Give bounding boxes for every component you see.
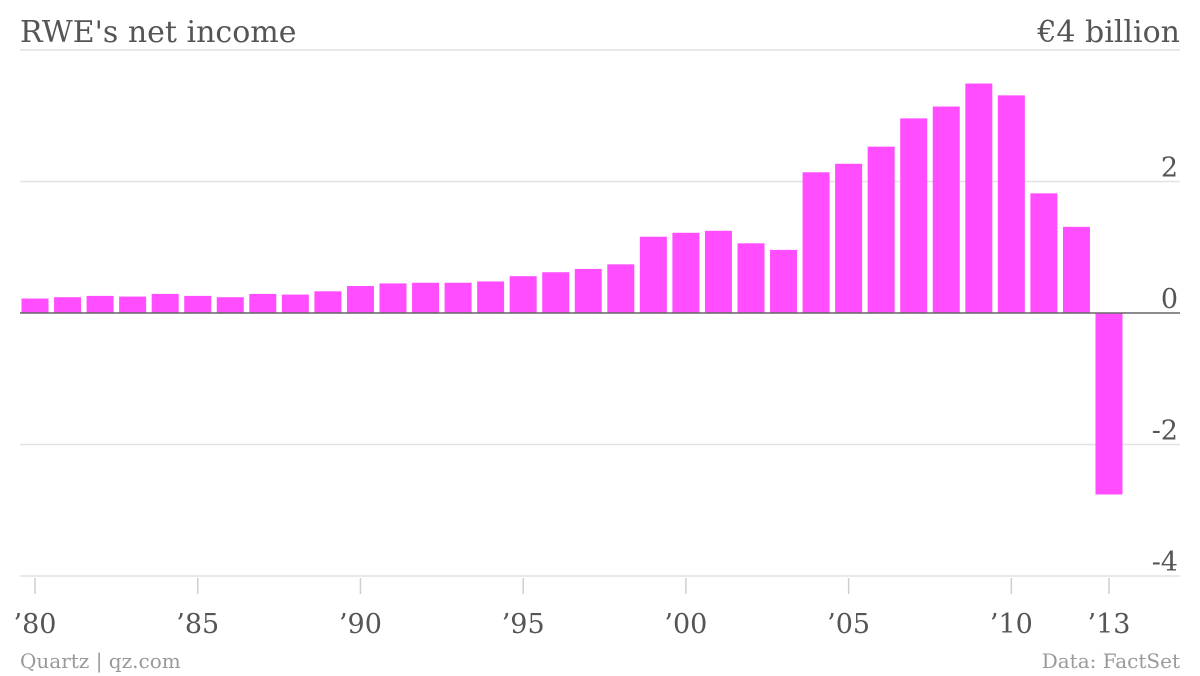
bar-2005	[835, 163, 863, 313]
bar-2001	[704, 230, 732, 313]
bar-2010	[997, 95, 1025, 314]
x-axis-ticks: ’80 ’85 ’90 ’95 ’00 ’05 ’10 ’13	[14, 578, 1131, 640]
bar-1984	[151, 293, 179, 313]
bar-1991	[379, 283, 407, 313]
x-tick-label: ’95	[502, 609, 545, 640]
bar-2006	[867, 146, 895, 313]
unit-label: €4 billion	[1036, 15, 1180, 50]
chart-title: RWE's net income	[20, 15, 297, 50]
bar-1988	[281, 294, 309, 313]
bar-1990	[346, 286, 374, 313]
bar-2002	[737, 243, 765, 313]
bar-1996	[542, 272, 570, 313]
bar-2011	[1030, 193, 1058, 313]
bar-1997	[574, 268, 602, 313]
x-tick-label: ’85	[176, 609, 219, 640]
bars	[21, 83, 1123, 495]
bar-2009	[965, 83, 993, 313]
y-tick-label: 0	[1161, 284, 1178, 315]
y-tick-label: -2	[1152, 416, 1178, 447]
bar-2013	[1095, 313, 1123, 495]
bar-2007	[900, 118, 928, 313]
bar-2012	[1062, 226, 1090, 313]
bar-2000	[672, 232, 700, 313]
bar-1985	[184, 295, 212, 313]
y-tick-label: -4	[1152, 547, 1178, 578]
bar-1982	[86, 295, 114, 313]
bar-1999	[639, 236, 667, 313]
x-tick-label: ’80	[14, 609, 57, 640]
x-tick-label: ’13	[1088, 609, 1131, 640]
y-axis-ticks: 2 0 -2 -4	[1152, 153, 1178, 579]
footer-source-right: Data: FactSet	[1042, 649, 1180, 673]
bar-2008	[932, 106, 960, 313]
bar-1998	[607, 264, 635, 313]
bar-1987	[249, 293, 277, 313]
bar-1983	[119, 296, 147, 313]
x-tick-label: ’05	[827, 609, 870, 640]
bar-1992	[412, 282, 440, 313]
bar-1980	[21, 298, 49, 313]
bar-1989	[314, 291, 342, 313]
bar-1993	[444, 282, 472, 313]
footer-source-left: Quartz | qz.com	[20, 649, 181, 674]
x-tick-label: ’10	[990, 609, 1033, 640]
bar-1986	[216, 297, 244, 313]
bar-1995	[509, 276, 537, 313]
bar-1994	[477, 281, 505, 313]
x-tick-label: ’90	[339, 609, 382, 640]
y-tick-label: 2	[1161, 153, 1178, 184]
x-tick-label: ’00	[664, 609, 707, 640]
bar-2004	[802, 172, 830, 313]
bar-2003	[770, 249, 798, 313]
bar-1981	[54, 297, 82, 313]
